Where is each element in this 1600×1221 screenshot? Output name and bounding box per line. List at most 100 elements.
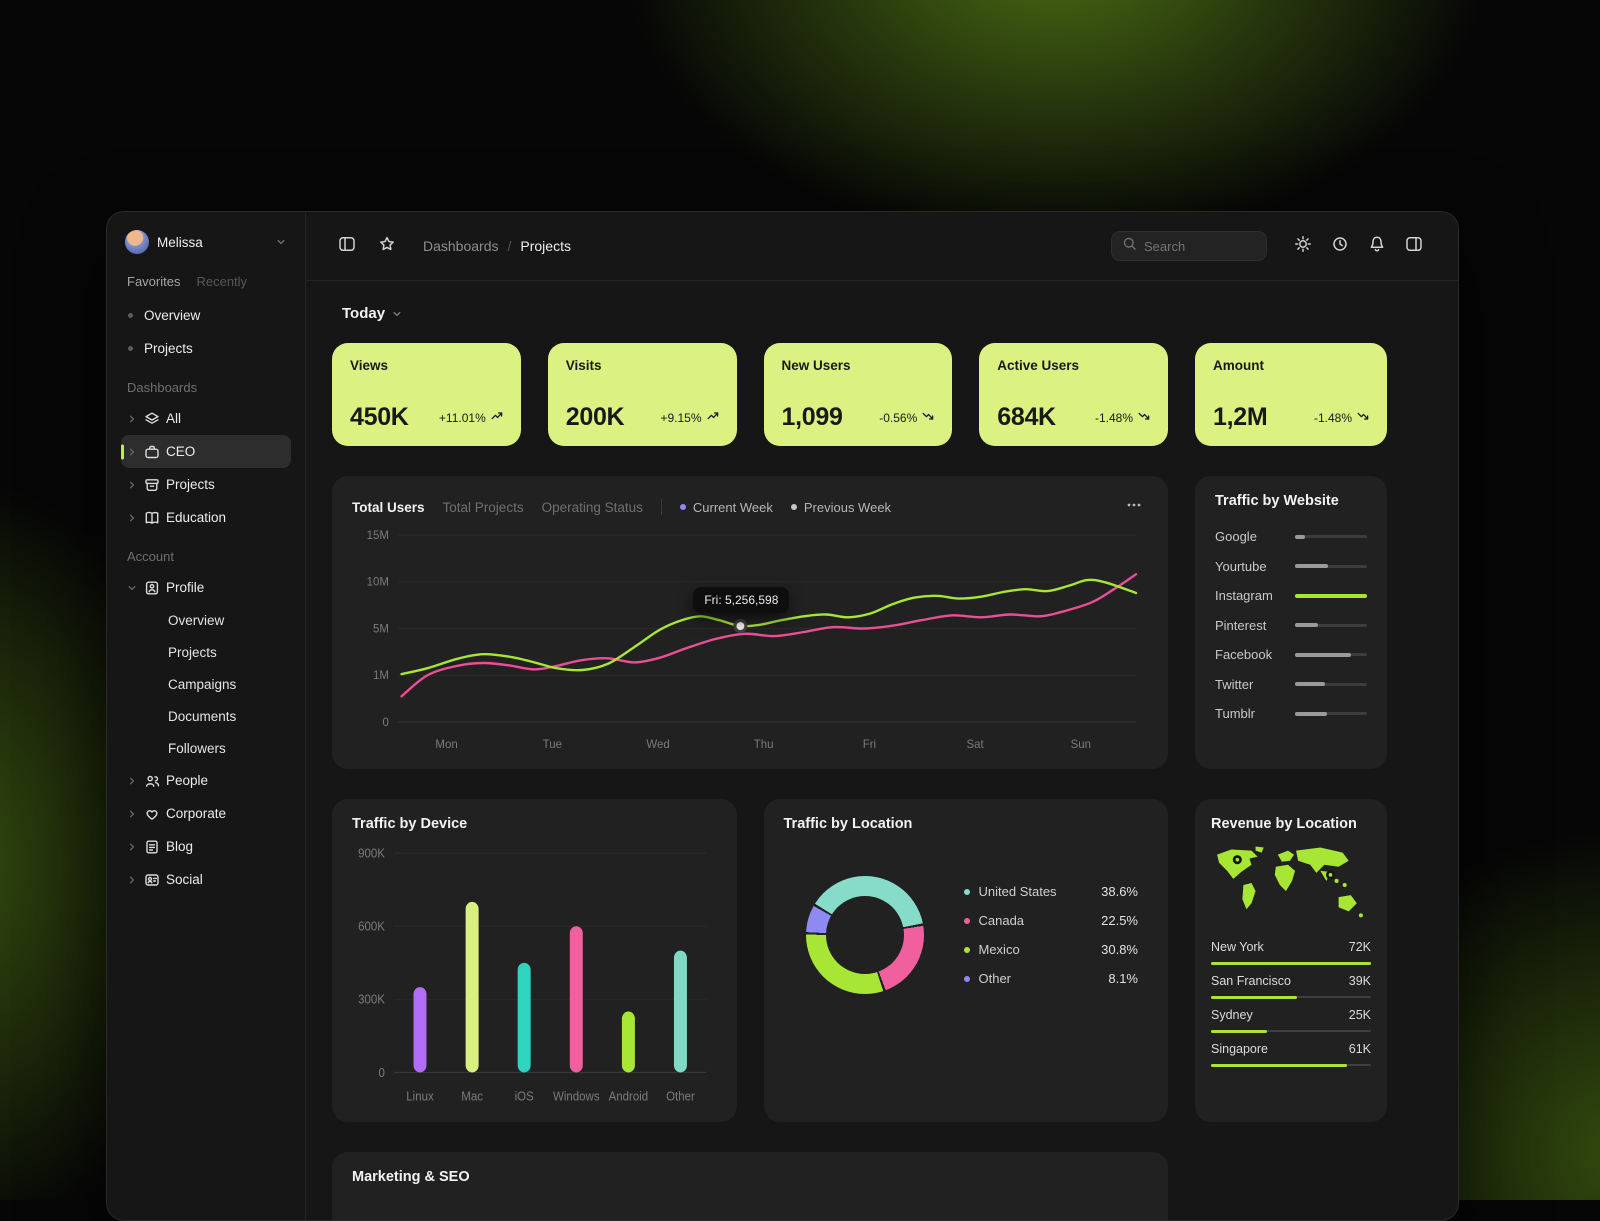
sidebar-item-label: Social [166, 872, 203, 887]
sidebar-item-ceo[interactable]: CEO [121, 435, 291, 468]
sidebar-subitem-campaigns[interactable]: Campaigns [121, 668, 291, 700]
panel-title: Traffic by Website [1215, 493, 1367, 509]
tab-recently[interactable]: Recently [196, 274, 247, 289]
stat-card-amount: Amount 1,2M -1.48% [1195, 343, 1387, 446]
legend-dot [680, 504, 686, 510]
tab-total-users[interactable]: Total Users [352, 500, 425, 515]
sidebar-item-label: Projects [166, 477, 215, 492]
tab-operating-status[interactable]: Operating Status [542, 500, 643, 515]
trend-down-icon [1138, 410, 1150, 425]
website-label: Google [1215, 529, 1295, 544]
legend-value: 38.6% [1101, 884, 1138, 899]
website-label: Yourtube [1215, 559, 1295, 574]
history-button[interactable] [1326, 232, 1354, 260]
trend-up-icon [707, 410, 719, 425]
search-box[interactable] [1111, 231, 1267, 261]
website-row: Pinterest [1215, 611, 1367, 641]
sidebar-item-projects[interactable]: Projects [121, 332, 291, 365]
panel-title: Marketing & SEO [352, 1169, 1148, 1185]
traffic-by-website-panel: Traffic by Website Google Yourtube Insta… [1195, 476, 1387, 769]
svg-text:Fri: Fri [863, 739, 876, 751]
search-icon [1122, 236, 1137, 256]
sidebar-item-label: Education [166, 510, 226, 525]
chevron-down-icon [275, 236, 287, 248]
legend-dot [964, 889, 970, 895]
donut-chart[interactable] [806, 876, 924, 994]
city-value: 39K [1349, 974, 1371, 988]
tab-total-projects[interactable]: Total Projects [443, 500, 524, 515]
favorite-button[interactable] [373, 232, 401, 260]
sidebar-subitem-documents[interactable]: Documents [121, 700, 291, 732]
breadcrumb-section[interactable]: Dashboards [423, 238, 499, 254]
panel-title: Traffic by Device [352, 816, 717, 832]
website-label: Pinterest [1215, 618, 1295, 633]
revenue-bar [1211, 962, 1371, 964]
notifications-button[interactable] [1363, 232, 1391, 260]
chevron-down-icon [126, 582, 138, 594]
stat-label: New Users [782, 358, 935, 373]
sidebar-item-all[interactable]: All [121, 402, 291, 435]
dashboard-grid: Views 450K +11.01% Visits 200K +9.15% Ne… [332, 343, 1387, 1220]
theme-toggle-button[interactable] [1289, 232, 1317, 260]
legend-previous-week[interactable]: Previous Week [791, 500, 891, 515]
sidebar-item-projects-dash[interactable]: Projects [121, 468, 291, 501]
sidebar-subitem-overview[interactable]: Overview [121, 604, 291, 636]
website-bar [1295, 653, 1367, 656]
city-label: New York [1211, 940, 1264, 954]
stat-label: Visits [566, 358, 719, 373]
sidebar-subitem-followers[interactable]: Followers [121, 732, 291, 764]
legend-dot [964, 947, 970, 953]
svg-text:Sun: Sun [1071, 739, 1091, 751]
website-row: Yourtube [1215, 552, 1367, 582]
tab-favorites[interactable]: Favorites [127, 274, 180, 289]
user-menu[interactable]: Melissa [121, 228, 291, 256]
legend-current-week[interactable]: Current Week [680, 500, 773, 515]
website-row: Tumblr [1215, 699, 1367, 729]
stat-card-visits: Visits 200K +9.15% [548, 343, 737, 446]
breadcrumb-separator: / [508, 238, 512, 254]
stat-label: Views [350, 358, 503, 373]
website-bar [1295, 712, 1367, 715]
sidebar-item-blog[interactable]: Blog [121, 830, 291, 863]
period-selector[interactable]: Today [332, 305, 403, 322]
stat-card-views: Views 450K +11.01% [332, 343, 521, 446]
sidebar-item-overview[interactable]: Overview [121, 299, 291, 332]
more-options-button[interactable] [1120, 493, 1148, 521]
svg-text:0: 0 [383, 717, 389, 729]
chevron-right-icon [126, 775, 138, 787]
website-bar [1295, 624, 1367, 627]
sidebar-item-corporate[interactable]: Corporate [121, 797, 291, 830]
avatar [125, 230, 149, 254]
document-icon [144, 839, 160, 855]
svg-text:Windows: Windows [553, 1089, 600, 1104]
sidebar-item-profile[interactable]: Profile [121, 571, 291, 604]
chevron-right-icon [126, 874, 138, 886]
website-label: Tumblr [1215, 706, 1295, 721]
sidebar-subitem-projects[interactable]: Projects [121, 636, 291, 668]
search-input[interactable] [1144, 239, 1256, 254]
sidebar-item-social[interactable]: Social [121, 863, 291, 896]
sidebar-toggle-button[interactable] [333, 232, 361, 260]
legend-dot [791, 504, 797, 510]
svg-text:5M: 5M [373, 623, 389, 635]
svg-text:Other: Other [666, 1089, 695, 1104]
sidebar-item-label: Profile [166, 580, 204, 595]
id-badge-icon [144, 580, 160, 596]
website-list: Google Yourtube Instagram Pinterest Face… [1215, 522, 1367, 729]
sidebar-item-people[interactable]: People [121, 764, 291, 797]
sidebar-item-education[interactable]: Education [121, 501, 291, 534]
svg-text:Wed: Wed [646, 739, 669, 751]
svg-text:Mac: Mac [461, 1089, 483, 1104]
topbar-actions [1289, 232, 1428, 260]
revenue-bar [1211, 1030, 1371, 1032]
right-panel-toggle-button[interactable] [1400, 232, 1428, 260]
